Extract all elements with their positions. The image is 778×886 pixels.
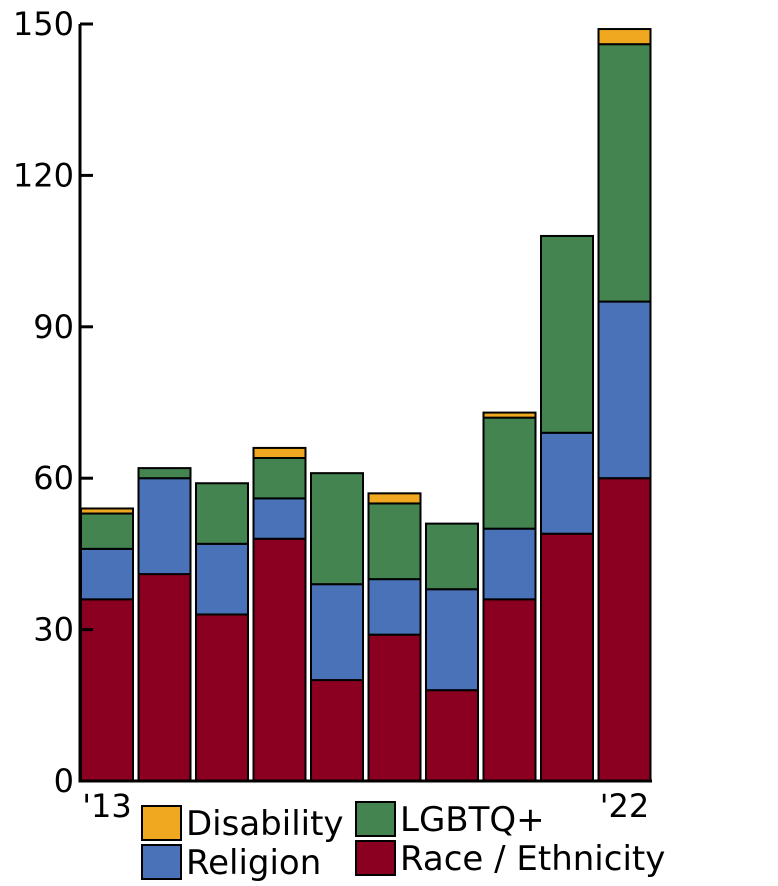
legend-item-disability: Disability xyxy=(141,804,344,844)
bar-disability-4 xyxy=(252,446,307,460)
y-tick-label-60: 60 xyxy=(33,459,74,497)
bar-religion-6 xyxy=(367,578,422,636)
bar-race-ethnicity-3 xyxy=(195,613,249,783)
bar-race-ethnicity-1 xyxy=(80,598,134,782)
legend-swatch-disability xyxy=(141,805,182,841)
bar-religion-10 xyxy=(597,300,652,480)
x-labels-group: '13 '22 xyxy=(82,787,649,825)
bar-disability-6 xyxy=(367,492,422,505)
bar-race-ethnicity-4 xyxy=(252,537,307,783)
bar-lgbtq-4 xyxy=(252,457,307,500)
bar-religion-2 xyxy=(137,477,192,576)
bar-religion-3 xyxy=(195,542,249,616)
bars-group xyxy=(80,28,652,783)
legend-item-religion: Religion xyxy=(141,843,321,883)
bar-race-ethnicity-9 xyxy=(540,532,594,782)
bar-lgbtq-10 xyxy=(597,43,652,303)
bar-religion-9 xyxy=(540,431,594,535)
y-tick-label-90: 90 xyxy=(33,308,74,346)
legend-item-race-ethnicity: Race / Ethnicity xyxy=(355,839,665,879)
x-tick-label-10: '22 xyxy=(600,787,650,825)
bar-religion-7 xyxy=(425,588,479,692)
legend-item-lgbtq: LGBTQ+ xyxy=(355,800,545,840)
bar-disability-1 xyxy=(80,507,134,515)
bar-race-ethnicity-8 xyxy=(482,598,537,782)
bar-religion-4 xyxy=(252,497,307,540)
bar-race-ethnicity-6 xyxy=(367,633,422,782)
legend-label-religion: Religion xyxy=(186,843,321,883)
bar-lgbtq-1 xyxy=(80,512,134,550)
bar-disability-10 xyxy=(597,28,652,46)
legend: Disability LGBTQ+ Religion Race / Ethnicity xyxy=(141,800,665,883)
y-ticks-group: 0 30 60 90 120 150 xyxy=(13,5,93,800)
bar-race-ethnicity-5 xyxy=(310,679,364,782)
y-tick-label-30: 30 xyxy=(33,611,74,649)
bar-lgbtq-9 xyxy=(540,234,594,434)
y-tick-label-120: 120 xyxy=(13,156,74,194)
bar-religion-1 xyxy=(80,547,134,601)
bar-religion-5 xyxy=(310,583,364,682)
bar-disability-8 xyxy=(482,411,537,419)
y-tick-label-150: 150 xyxy=(13,5,74,43)
bar-lgbtq-2 xyxy=(137,467,192,480)
bar-lgbtq-5 xyxy=(310,472,364,586)
bar-lgbtq-6 xyxy=(367,502,422,581)
bar-lgbtq-3 xyxy=(195,482,249,545)
bar-lgbtq-8 xyxy=(482,416,537,530)
axes-group xyxy=(78,24,652,783)
legend-swatch-lgbtq xyxy=(355,801,396,837)
y-tick-label-0: 0 xyxy=(54,762,74,800)
x-tick-label-1: '13 xyxy=(82,787,132,825)
bar-lgbtq-7 xyxy=(425,522,479,591)
bar-race-ethnicity-2 xyxy=(137,573,192,782)
legend-label-lgbtq: LGBTQ+ xyxy=(400,800,545,840)
legend-swatch-religion xyxy=(141,844,182,880)
legend-label-disability: Disability xyxy=(186,804,344,844)
bar-race-ethnicity-10 xyxy=(597,477,652,782)
bar-race-ethnicity-7 xyxy=(425,689,479,782)
legend-label-race-ethnicity: Race / Ethnicity xyxy=(400,839,665,879)
bar-religion-8 xyxy=(482,527,537,601)
legend-swatch-race-ethnicity xyxy=(355,840,396,876)
